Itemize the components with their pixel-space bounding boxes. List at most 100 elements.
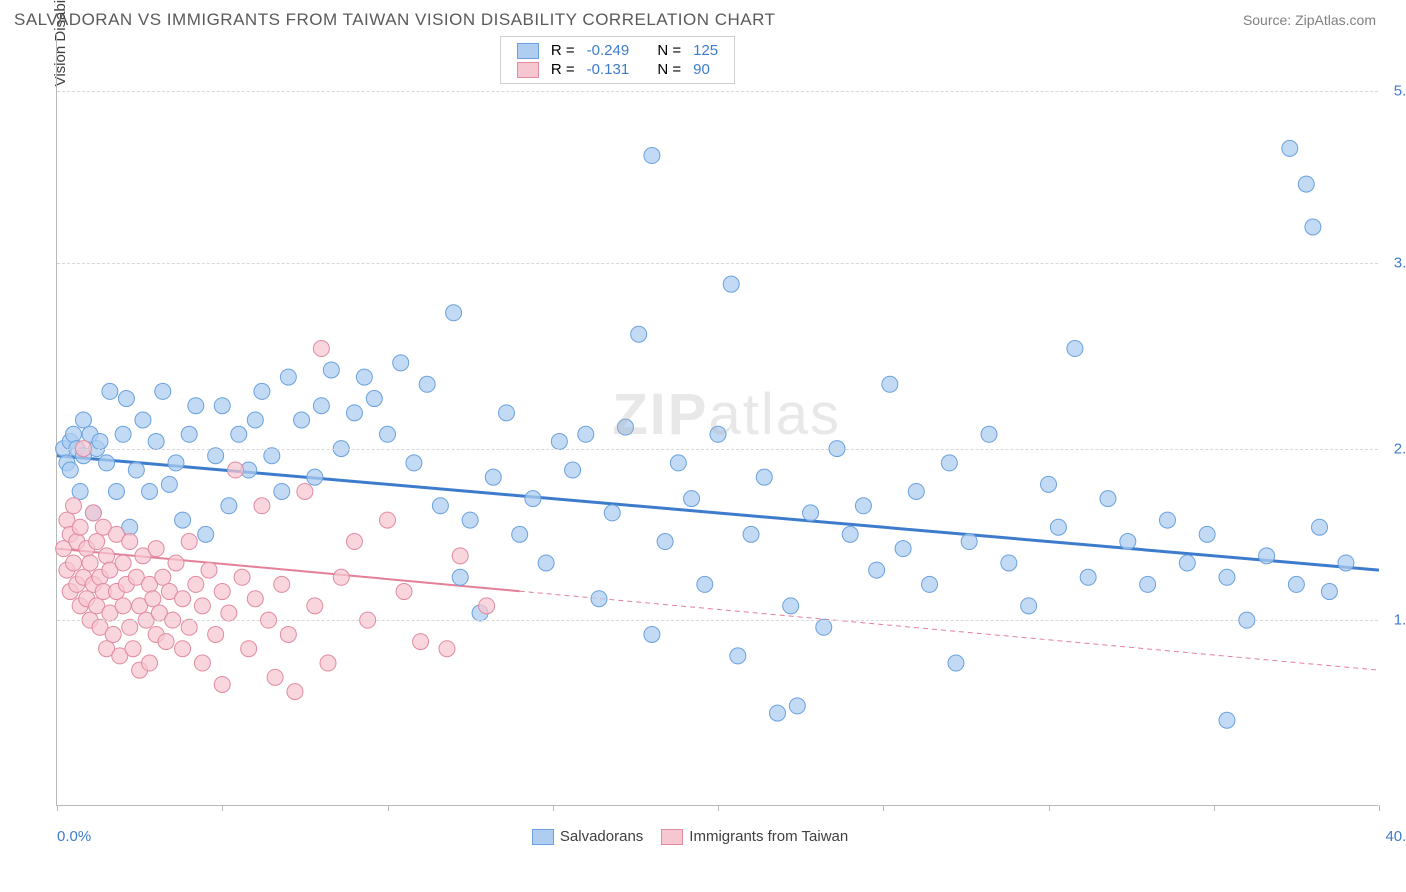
data-point-salvadorans [657,534,673,550]
data-point-salvadorans [961,534,977,550]
data-point-taiwan [313,341,329,357]
data-point-taiwan [346,534,362,550]
data-point-taiwan [105,626,121,642]
series-legend: Salvadorans Immigrants from Taiwan [532,828,848,845]
data-point-taiwan [85,505,101,521]
n-value: 90 [687,60,724,79]
data-point-salvadorans [99,455,115,471]
data-point-taiwan [274,576,290,592]
data-point-salvadorans [730,648,746,664]
legend-label: Salvadorans [560,828,643,845]
data-point-salvadorans [769,705,785,721]
y-tick-label: 2.5% [1384,440,1406,457]
data-point-salvadorans [462,512,478,528]
data-point-taiwan [333,569,349,585]
data-point-salvadorans [1219,712,1235,728]
data-point-salvadorans [346,405,362,421]
data-point-salvadorans [214,398,230,414]
data-point-salvadorans [922,576,938,592]
data-point-salvadorans [446,305,462,321]
data-point-salvadorans [148,433,164,449]
x-tick [1049,805,1050,811]
data-point-salvadorans [198,526,214,542]
x-tick [1214,805,1215,811]
data-point-taiwan [247,591,263,607]
gridline [57,620,1378,621]
data-point-salvadorans [710,426,726,442]
data-point-taiwan [214,676,230,692]
data-point-taiwan [194,655,210,671]
data-point-salvadorans [604,505,620,521]
data-point-salvadorans [181,426,197,442]
data-point-taiwan [201,562,217,578]
data-point-salvadorans [1041,476,1057,492]
data-point-salvadorans [323,362,339,378]
data-point-salvadorans [1067,341,1083,357]
data-point-taiwan [115,555,131,571]
data-point-salvadorans [280,369,296,385]
data-point-taiwan [89,534,105,550]
data-point-salvadorans [941,455,957,471]
data-point-taiwan [413,634,429,650]
r-label: R = [545,41,581,60]
data-point-salvadorans [855,498,871,514]
data-point-taiwan [297,483,313,499]
data-point-salvadorans [617,419,633,435]
data-point-salvadorans [697,576,713,592]
data-point-salvadorans [1140,576,1156,592]
data-point-salvadorans [684,491,700,507]
chart-title: SALVADORAN VS IMMIGRANTS FROM TAIWAN VIS… [14,10,775,30]
data-point-salvadorans [670,455,686,471]
correlation-legend: R =-0.249 N =125R =-0.131 N =90 [500,36,735,84]
data-point-salvadorans [142,483,158,499]
data-point-salvadorans [783,598,799,614]
data-point-salvadorans [498,405,514,421]
data-point-salvadorans [591,591,607,607]
scatter-points-layer [57,34,1379,806]
data-point-taiwan [396,584,412,600]
data-point-salvadorans [908,483,924,499]
data-point-taiwan [175,641,191,657]
data-point-salvadorans [221,498,237,514]
data-point-salvadorans [356,369,372,385]
data-point-salvadorans [631,326,647,342]
data-point-salvadorans [644,626,660,642]
r-value: -0.249 [581,41,636,60]
data-point-taiwan [142,655,158,671]
data-point-salvadorans [882,376,898,392]
data-point-taiwan [122,534,138,550]
data-point-salvadorans [842,526,858,542]
data-point-taiwan [155,569,171,585]
data-point-taiwan [234,569,250,585]
data-point-salvadorans [115,426,131,442]
data-point-taiwan [307,598,323,614]
data-point-taiwan [208,626,224,642]
data-point-salvadorans [161,476,177,492]
data-point-salvadorans [981,426,997,442]
data-point-salvadorans [895,541,911,557]
data-point-salvadorans [175,512,191,528]
data-point-salvadorans [208,448,224,464]
data-point-salvadorans [1259,548,1275,564]
plot-area: ZIPatlas R =-0.249 N =125R =-0.131 N =90… [56,34,1378,806]
source-link[interactable]: ZipAtlas.com [1295,12,1376,28]
data-point-taiwan [320,655,336,671]
data-point-salvadorans [756,469,772,485]
data-point-salvadorans [551,433,567,449]
data-point-salvadorans [452,569,468,585]
data-point-salvadorans [1321,584,1337,600]
y-tick-label: 1.3% [1384,612,1406,629]
data-point-salvadorans [1199,526,1215,542]
data-point-salvadorans [644,148,660,164]
data-point-salvadorans [723,276,739,292]
data-point-salvadorans [803,505,819,521]
data-point-taiwan [241,641,257,657]
data-point-salvadorans [869,562,885,578]
data-point-taiwan [221,605,237,621]
legend-item: Immigrants from Taiwan [661,828,848,845]
gridline [57,449,1378,450]
legend-item: Salvadorans [532,828,643,845]
data-point-salvadorans [1159,512,1175,528]
data-point-salvadorans [1001,555,1017,571]
data-point-salvadorans [1120,534,1136,550]
